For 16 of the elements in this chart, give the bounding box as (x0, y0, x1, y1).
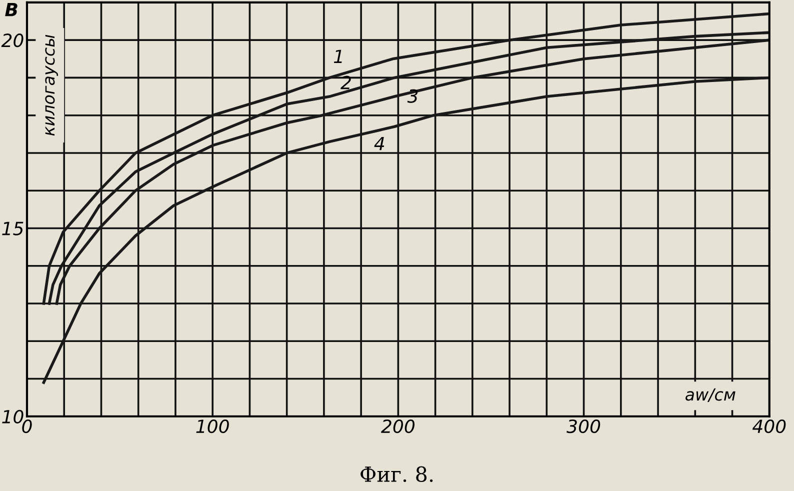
x-tick-label: 200 (381, 419, 415, 434)
text: Фиг. 8. (360, 466, 433, 482)
x-tick-label: 400 (752, 419, 786, 434)
y-tick-label: 10 (2, 410, 24, 424)
series-label: 1 (334, 50, 342, 63)
annotation: килогауссы (45, 34, 58, 136)
x-tick-label: 100 (196, 419, 229, 434)
series-label: 3 (407, 89, 418, 103)
x-axis-title: aw/см (685, 388, 736, 402)
y-tick-label: 15 (2, 222, 24, 236)
x-tick-label: 0 (22, 419, 32, 434)
series-label: 2 (340, 76, 351, 90)
y-tick-label: 20 (1, 34, 24, 48)
series-label: 4 (374, 136, 384, 150)
x-tick-label: 300 (566, 419, 600, 434)
y-axis-title: B (5, 3, 18, 16)
